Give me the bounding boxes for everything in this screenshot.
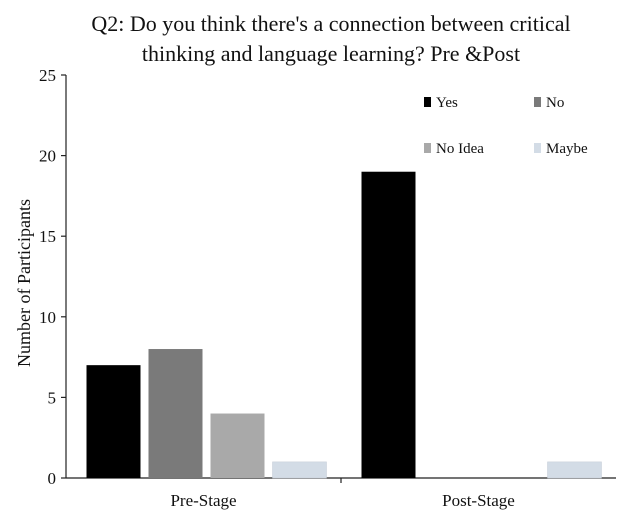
- bar-yes-post-stage: [361, 171, 416, 478]
- legend-label: Yes: [436, 95, 458, 111]
- bar-maybe-pre-stage: [272, 461, 327, 479]
- chart-title-line-1: Q2: Do you think there's a connection be…: [91, 11, 570, 36]
- y-axis-label: Number of Participants: [14, 199, 34, 367]
- legend-swatch: [534, 97, 541, 107]
- y-tick-label: 25: [39, 66, 56, 85]
- legend-label: No: [546, 95, 564, 111]
- legend-swatch: [424, 143, 431, 153]
- x-category-label: Post-Stage: [442, 491, 515, 510]
- legend-label: No Idea: [436, 141, 484, 157]
- chart-title-line-2: thinking and language learning? Pre &Pos…: [142, 41, 520, 66]
- y-tick-label: 15: [39, 227, 56, 246]
- bar-maybe-post-stage: [547, 461, 602, 479]
- legend-swatch: [534, 143, 541, 153]
- x-category-label: Pre-Stage: [170, 491, 236, 510]
- bar-no-idea-pre-stage: [210, 413, 265, 478]
- bar-yes-pre-stage: [86, 365, 141, 478]
- y-tick-label: 20: [39, 147, 56, 166]
- y-tick-label: 10: [39, 308, 56, 327]
- bar-no-pre-stage: [148, 349, 203, 478]
- y-tick-label: 0: [48, 469, 57, 488]
- y-tick-label: 5: [48, 388, 57, 407]
- legend-label: Maybe: [546, 141, 588, 157]
- plot-area: 0 5 10 15 20 25 Pre-Stage Post-Stage: [39, 66, 616, 510]
- legend-swatch: [424, 97, 431, 107]
- legend: Yes No No Idea Maybe: [424, 95, 588, 157]
